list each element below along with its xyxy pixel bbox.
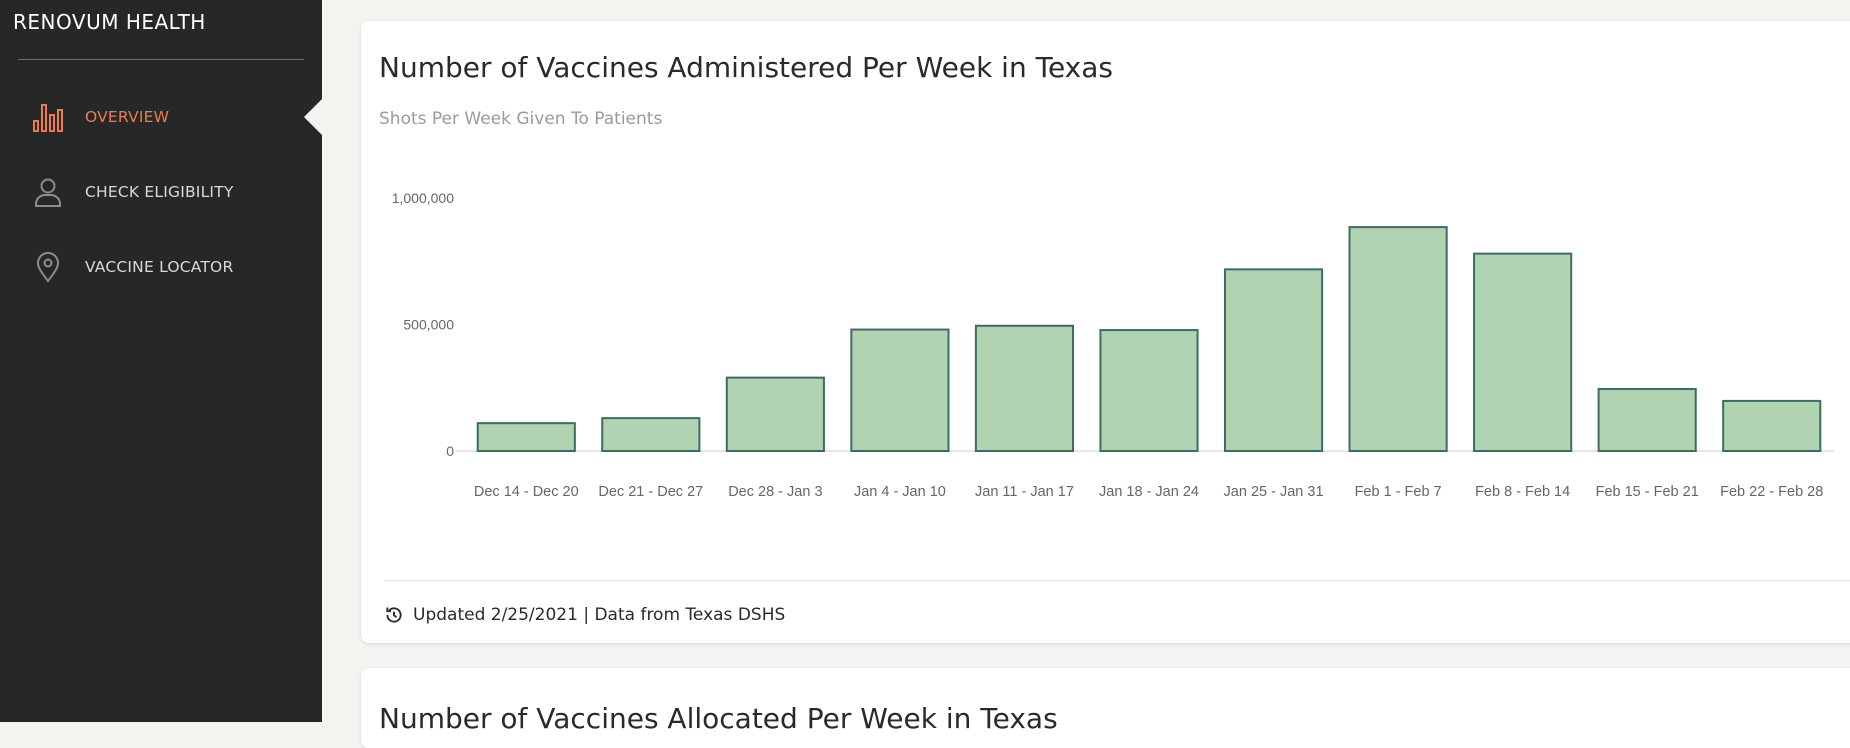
bar[interactable]: [1597, 388, 1697, 452]
map-pin-icon: [32, 251, 64, 283]
sidebar-item-overview[interactable]: OVERVIEW: [0, 87, 322, 147]
bar[interactable]: [476, 422, 576, 453]
card-title: Number of Vaccines Administered Per Week…: [379, 51, 1114, 84]
user-icon: [32, 176, 64, 208]
sidebar-item-label: OVERVIEW: [85, 108, 170, 126]
brand-name: RENOVUM HEALTH: [13, 10, 206, 34]
x-tick-label: Dec 14 - Dec 20: [474, 484, 579, 500]
x-tick-label: Jan 4 - Jan 10: [854, 484, 946, 500]
bar[interactable]: [1473, 252, 1573, 452]
active-indicator: [304, 98, 323, 136]
bar-chart: 0 500,000 1,000,000 Dec 14 - Dec 20 Dec 21 -…: [392, 190, 1834, 500]
y-tick-label: 0: [446, 443, 454, 459]
x-tick-label: Dec 28 - Jan 3: [728, 484, 822, 500]
update-info: Updated 2/25/2021 | Data from Texas DSHS: [413, 605, 786, 625]
vaccines-administered-card: Number of Vaccines Administered Per Week…: [361, 21, 1850, 643]
x-tick-label: Feb 8 - Feb 14: [1475, 484, 1570, 500]
card-subtitle: Shots Per Week Given To Patients: [379, 109, 663, 129]
x-tick-label: Feb 22 - Feb 28: [1720, 484, 1823, 500]
bar[interactable]: [1223, 268, 1324, 453]
x-tick-label: Feb 1 - Feb 7: [1355, 484, 1442, 500]
bar[interactable]: [601, 417, 701, 452]
history-icon: [386, 607, 402, 623]
card-footer-divider: [384, 580, 1850, 581]
bar[interactable]: [974, 324, 1075, 452]
x-tick-label: Jan 25 - Jan 31: [1224, 484, 1324, 500]
card-footer: Updated 2/25/2021 | Data from Texas DSHS: [384, 605, 785, 625]
y-tick-label: 500,000: [403, 317, 454, 333]
sidebar-item-check-eligibility[interactable]: CHECK ELIGIBILITY: [0, 162, 322, 222]
bar[interactable]: [1099, 329, 1199, 452]
x-tick-label: Jan 18 - Jan 24: [1099, 484, 1199, 500]
x-tick-label: Dec 21 - Dec 27: [598, 484, 703, 500]
bar[interactable]: [725, 376, 825, 453]
bar[interactable]: [1722, 399, 1822, 453]
card-title: Number of Vaccines Allocated Per Week in…: [379, 702, 1058, 735]
vaccines-allocated-card: Number of Vaccines Allocated Per Week in…: [361, 668, 1850, 748]
bar[interactable]: [850, 328, 950, 452]
x-tick-label: Jan 11 - Jan 17: [975, 484, 1074, 500]
sidebar-item-label: VACCINE LOCATOR: [85, 258, 234, 276]
sidebar: RENOVUM HEALTH OVERVIEW CHECK ELIGIBILIT…: [0, 0, 322, 722]
x-tick-label: Feb 15 - Feb 21: [1596, 484, 1699, 500]
bar-chart-icon: [32, 101, 64, 133]
sidebar-item-vaccine-locator[interactable]: VACCINE LOCATOR: [0, 237, 322, 297]
sidebar-divider: [18, 59, 304, 60]
y-tick-label: 1,000,000: [392, 190, 454, 206]
sidebar-item-label: CHECK ELIGIBILITY: [85, 183, 234, 201]
bar[interactable]: [1348, 226, 1448, 452]
